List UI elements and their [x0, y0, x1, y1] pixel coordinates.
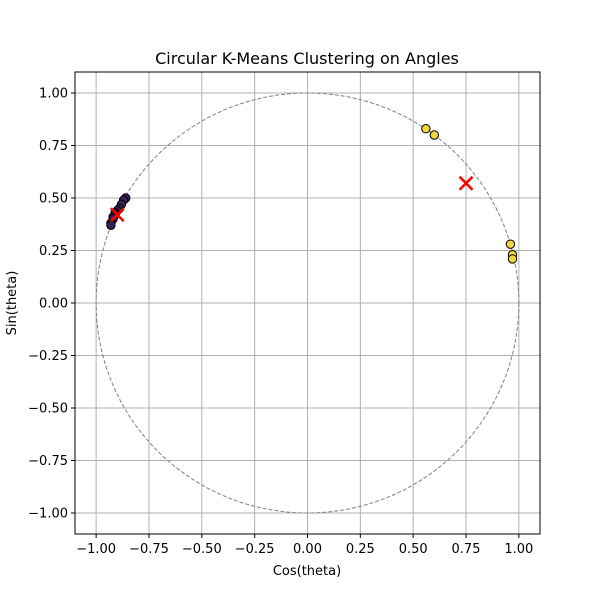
x-tick-label: −0.25	[235, 542, 275, 557]
data-point-cluster-1	[505, 239, 516, 249]
x-ticks: −1.00 −0.75 −0.50 −0.25 0.00 0.25 0.50 0.75 1.00	[76, 534, 533, 557]
x-axis-label: Cos(theta)	[273, 564, 341, 579]
y-tick-label: 0.75	[39, 139, 68, 154]
data-point-cluster-1	[421, 124, 431, 134]
data-point-cluster-1	[429, 130, 440, 140]
points-layer	[106, 124, 518, 264]
unit-circle	[95, 92, 520, 514]
y-tick-label: 1.00	[39, 87, 68, 102]
unit-circle-layer	[95, 92, 520, 514]
x-tick-label: −0.50	[182, 542, 222, 557]
centroid-layer	[109, 175, 474, 223]
centroid-stroke	[458, 175, 474, 191]
centroid-stroke	[109, 207, 125, 223]
centroid-marker	[458, 175, 474, 191]
y-tick-label: 0.50	[39, 192, 68, 207]
y-ticks: −1.00 −0.75 −0.50 −0.25 0.00 0.25 0.50 0.75 1.00	[28, 87, 75, 522]
y-axis-label: Sin(theta)	[5, 271, 20, 336]
x-tick-label: 1.00	[504, 542, 533, 557]
y-tick-label: −0.25	[28, 349, 68, 364]
y-tick-label: −0.75	[28, 454, 68, 469]
y-tick-label: 0.25	[39, 244, 68, 259]
centroid-marker	[109, 207, 125, 223]
x-tick-label: −1.00	[76, 542, 116, 557]
x-tick-label: 0.00	[293, 542, 322, 557]
x-tick-label: 0.25	[346, 542, 375, 557]
y-tick-label: −0.50	[28, 402, 68, 417]
x-tick-label: 0.50	[399, 542, 428, 557]
chart-title: Circular K-Means Clustering on Angles	[155, 49, 459, 68]
data-point-cluster-1	[507, 254, 518, 264]
data-point-cluster-0	[106, 220, 116, 231]
x-tick-label: −0.75	[129, 542, 169, 557]
y-tick-label: −1.00	[28, 507, 68, 522]
x-tick-label: 0.75	[452, 542, 481, 557]
y-tick-label: 0.00	[39, 297, 68, 312]
